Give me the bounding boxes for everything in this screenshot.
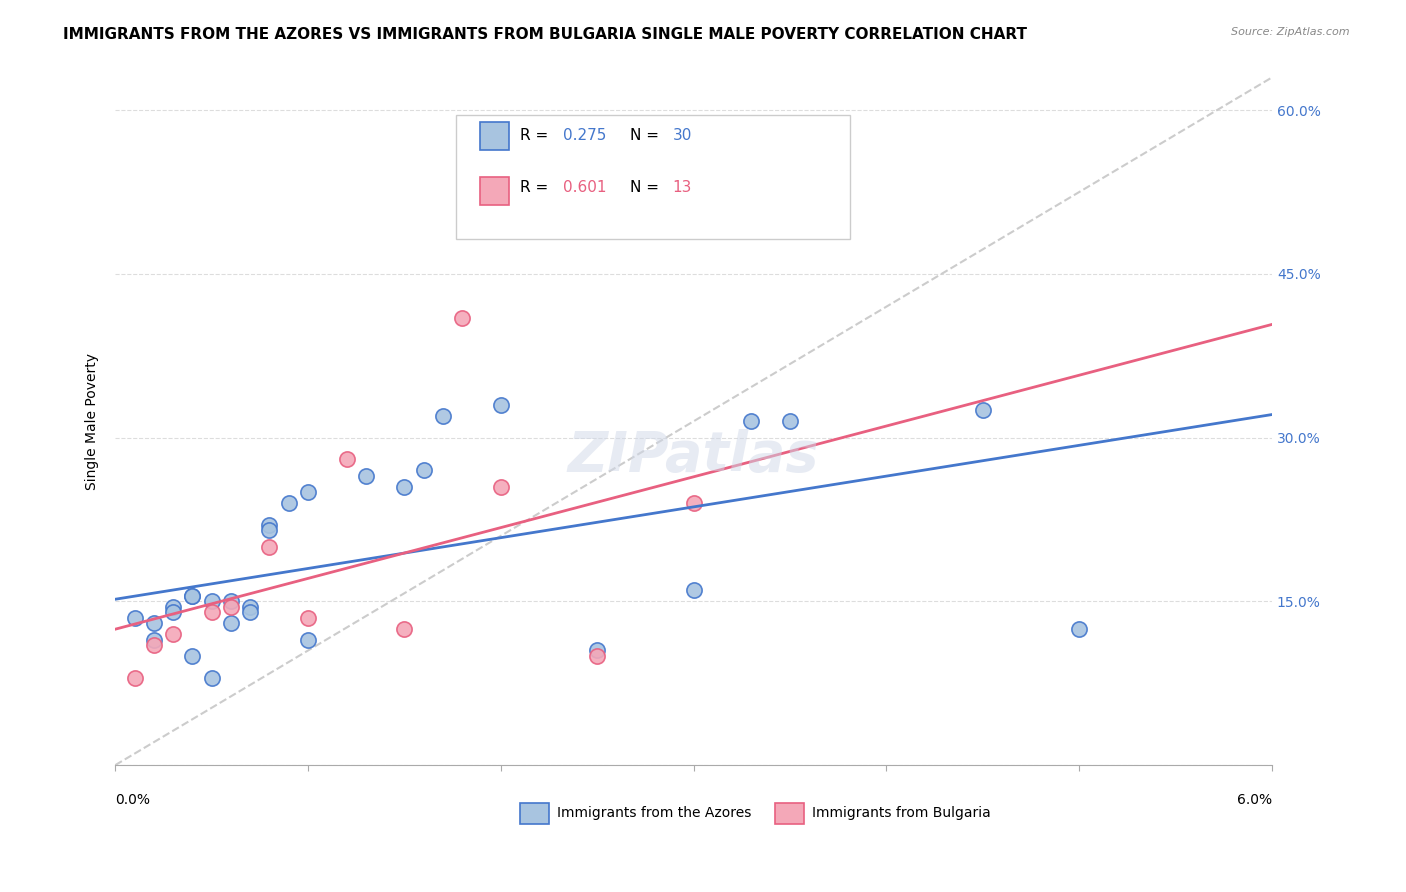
Point [259,540,281,554]
FancyBboxPatch shape [520,803,548,823]
Point [259,518,281,533]
Text: Source: ZipAtlas.com: Source: ZipAtlas.com [1232,27,1350,37]
Point [142,632,165,647]
Text: 0.275: 0.275 [562,128,606,144]
Point [394,480,416,494]
FancyBboxPatch shape [775,803,803,823]
Point [682,583,704,598]
Point [201,594,224,608]
Point [124,671,146,685]
Point [1069,622,1091,636]
Point [586,643,609,657]
Point [181,589,204,603]
Point [201,605,224,619]
Point [297,485,319,500]
Point [259,524,281,538]
FancyBboxPatch shape [479,122,509,150]
Text: Immigrants from the Azores: Immigrants from the Azores [557,806,751,821]
Point [297,632,319,647]
Point [277,496,299,510]
Point [432,409,454,423]
Point [124,611,146,625]
Point [162,599,184,614]
Point [394,622,416,636]
Point [162,627,184,641]
Point [239,605,262,619]
Point [682,496,704,510]
Point [142,616,165,631]
Point [239,599,262,614]
Text: R =: R = [520,180,553,195]
Point [972,403,994,417]
Y-axis label: Single Male Poverty: Single Male Poverty [86,352,100,490]
Point [586,648,609,663]
Point [297,611,319,625]
Text: 0.0%: 0.0% [115,793,150,806]
Point [740,414,762,428]
Point [219,599,242,614]
Point [489,398,512,412]
Text: R =: R = [520,128,553,144]
Text: 30: 30 [673,128,692,144]
Point [142,638,165,652]
Text: Immigrants from Bulgaria: Immigrants from Bulgaria [811,806,990,821]
Text: IMMIGRANTS FROM THE AZORES VS IMMIGRANTS FROM BULGARIA SINGLE MALE POVERTY CORRE: IMMIGRANTS FROM THE AZORES VS IMMIGRANTS… [63,27,1028,42]
Text: 6.0%: 6.0% [1237,793,1272,806]
Text: N =: N = [630,128,664,144]
Text: 13: 13 [673,180,692,195]
Text: 0.601: 0.601 [562,180,606,195]
Point [181,648,204,663]
Text: ZIPatlas: ZIPatlas [568,429,820,483]
Point [201,671,224,685]
FancyBboxPatch shape [457,115,849,239]
Point [489,480,512,494]
Point [412,463,434,477]
Point [219,594,242,608]
Text: N =: N = [630,180,664,195]
Point [181,589,204,603]
FancyBboxPatch shape [479,178,509,204]
Point [219,616,242,631]
Point [451,310,474,325]
Point [162,605,184,619]
Point [354,468,377,483]
Point [336,452,359,467]
Point [779,414,801,428]
